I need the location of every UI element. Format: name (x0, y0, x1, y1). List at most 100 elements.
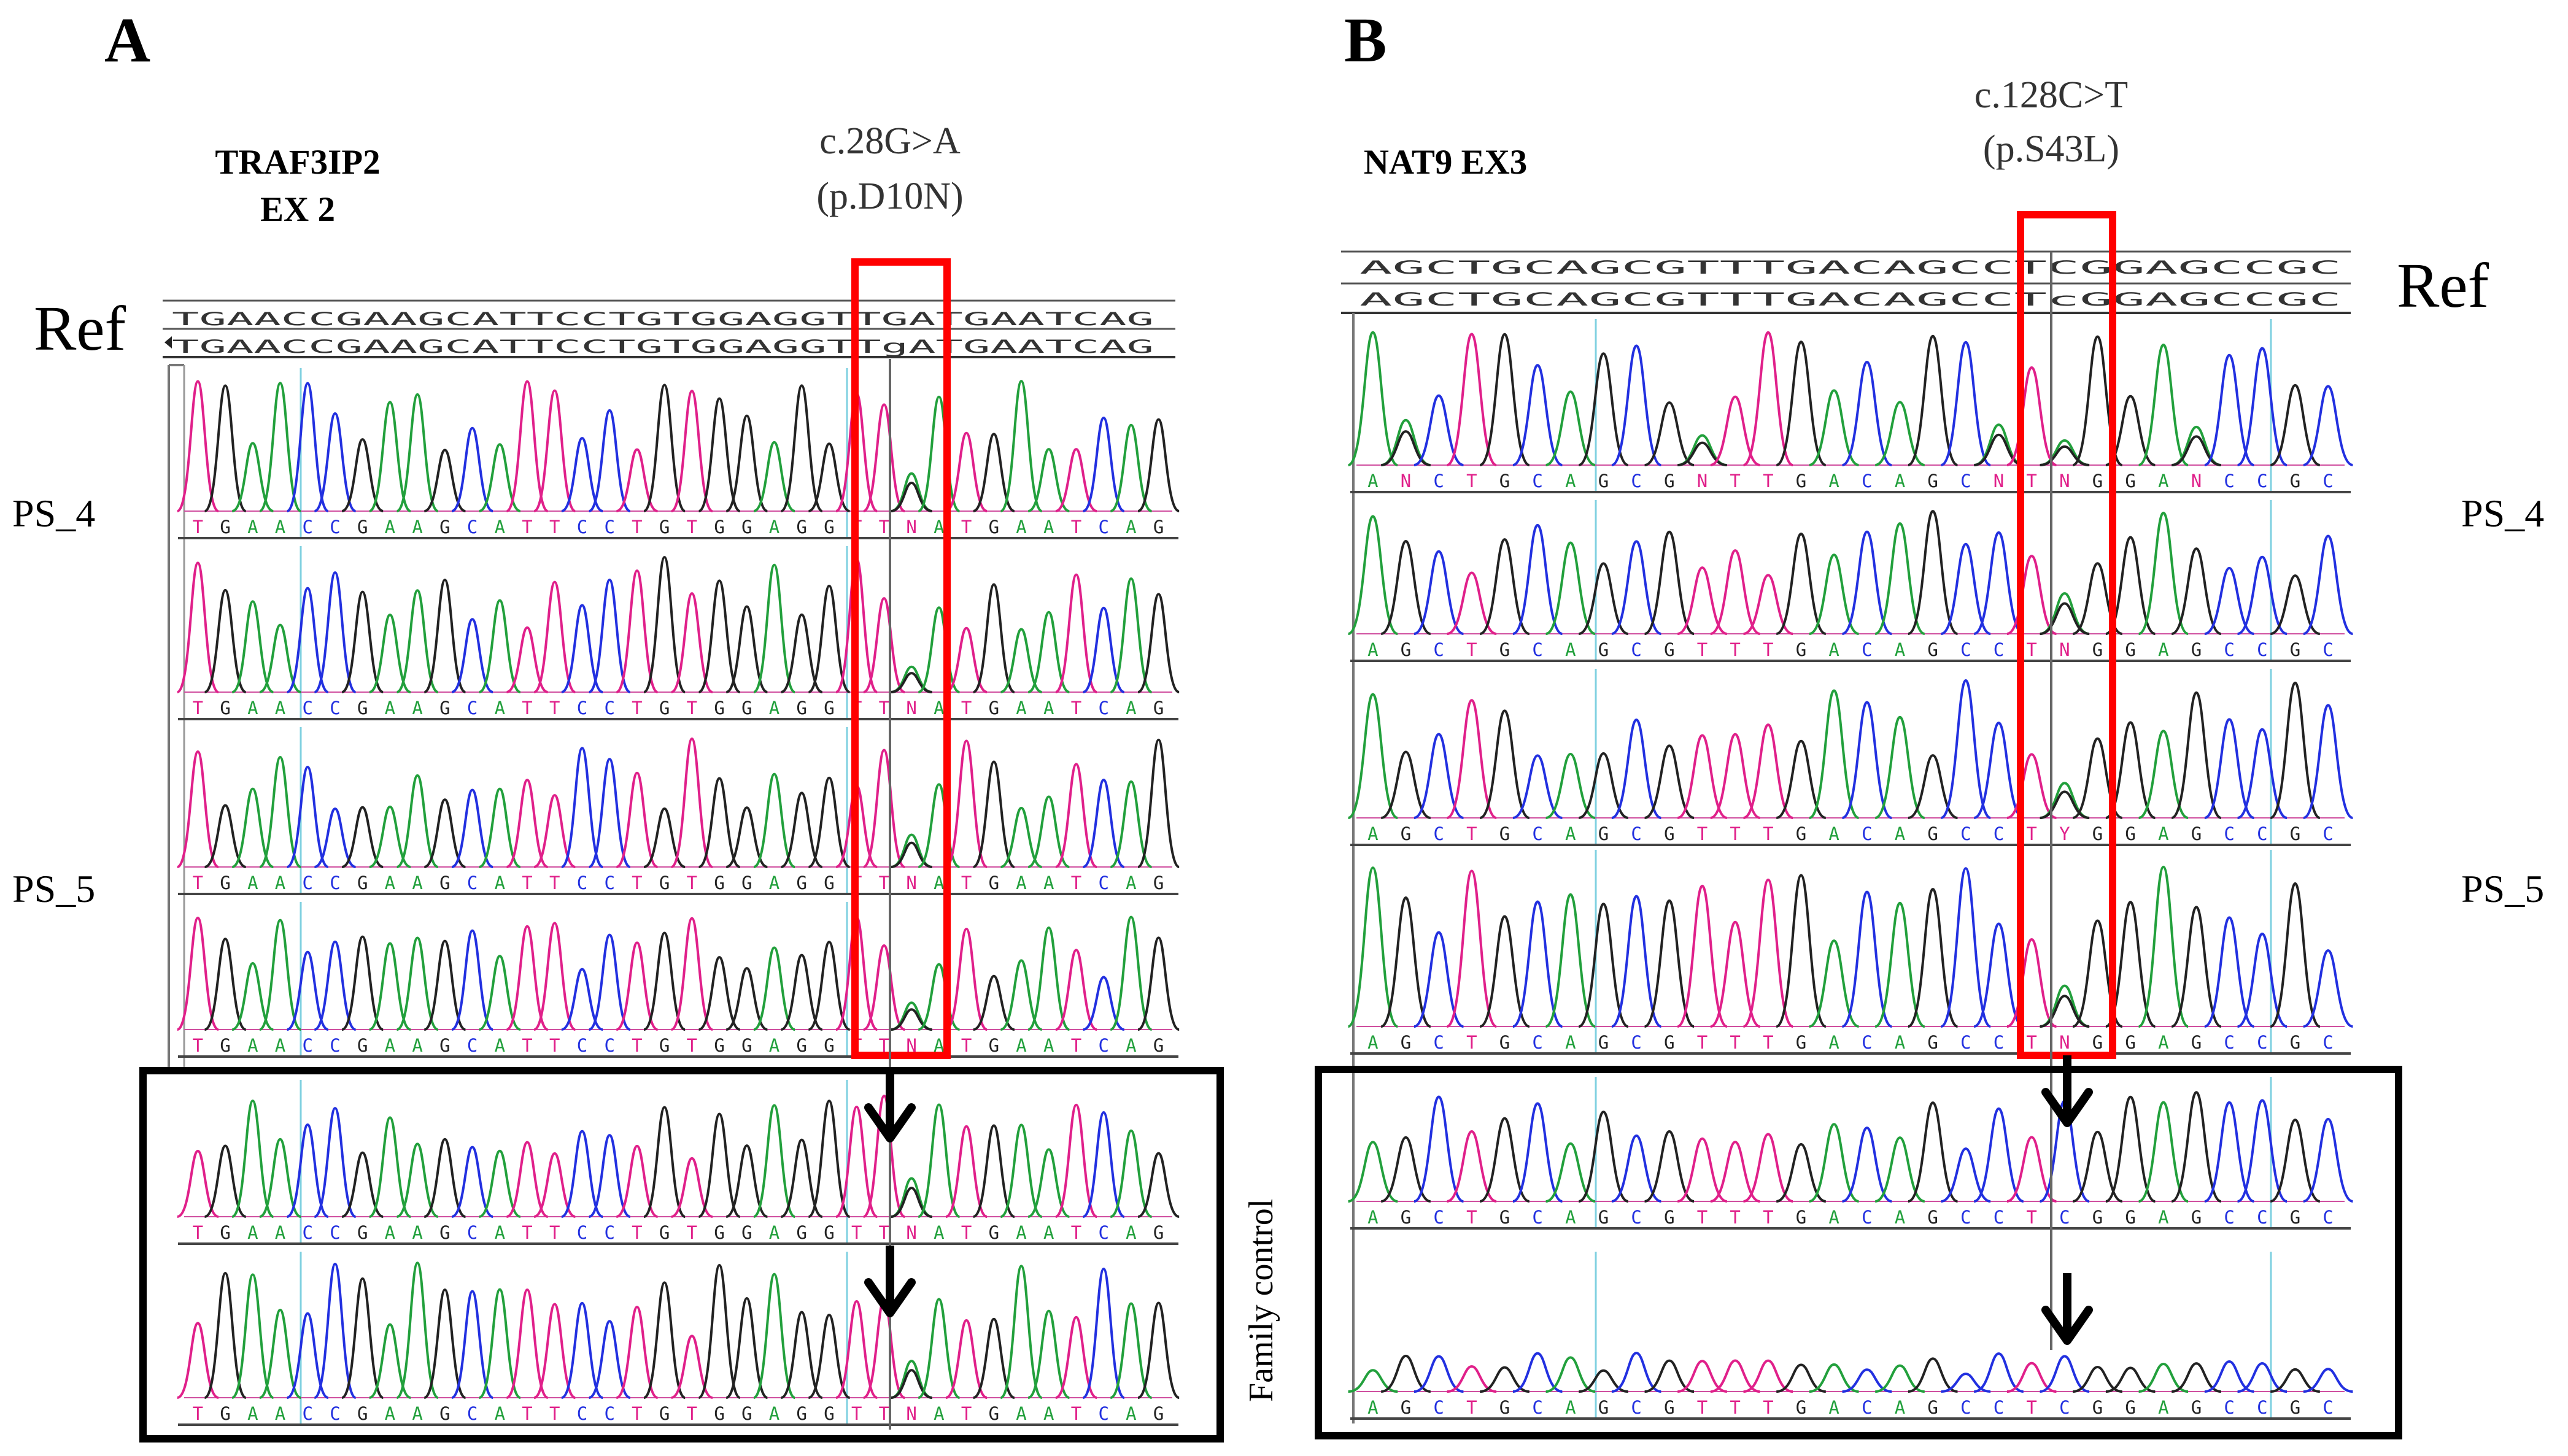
panel-a-base-call: G (357, 1222, 368, 1243)
panel-b-base-call: C (1433, 639, 1444, 660)
panel-b-base-call: T (1697, 1032, 1707, 1053)
panel-a-peak (314, 1107, 357, 1218)
panel-a-peak (231, 962, 274, 1031)
panel-b-peak (1479, 709, 1530, 819)
panel-a-base-call: C (330, 698, 340, 718)
panel-a-peak (862, 749, 905, 868)
panel-a-base-call: G (439, 872, 450, 893)
panel-b-peak (2006, 1362, 2057, 1393)
panel-b-peak (1347, 515, 1398, 635)
panel-a-peak (588, 409, 631, 512)
panel-a-base-call: C (577, 1222, 587, 1243)
panel-a-base-call: T (632, 1035, 642, 1056)
panel-a-variant-highlight-box (851, 258, 951, 1059)
panel-a-base-call: G (1153, 1222, 1164, 1243)
panel-b-peak (1841, 1127, 1892, 1203)
panel-a-base-call: G (714, 698, 724, 718)
panel-a-peak (1027, 1309, 1070, 1399)
panel-b-base-call: G (1499, 639, 1510, 660)
panel-a-base-call: G (439, 698, 450, 718)
panel-b-base-call: T (1763, 1207, 1773, 1228)
panel-a-base-call: T (879, 517, 889, 537)
panel-a-base-call: A (934, 1035, 944, 1056)
panel-b-base-call: C (2322, 823, 2333, 844)
panel-a-peak (506, 380, 549, 512)
panel-b-peak (2105, 1095, 2156, 1203)
panel-b-peak (2105, 901, 2156, 1028)
panel-a-peak (616, 448, 659, 512)
panel-b-peak (1841, 530, 1892, 635)
panel-b-peak (1578, 562, 1629, 635)
panel-b-base-call: C (1862, 1207, 1872, 1228)
panel-b-base-call: G (1401, 639, 1411, 660)
panel-b-peak (1479, 1117, 1530, 1203)
panel-a-base-call: G (989, 517, 999, 537)
panel-a-sample-ps5: PS_5 (12, 867, 95, 911)
panel-a-peak (972, 583, 1015, 693)
panel-a-peak (204, 938, 247, 1031)
panel-a-peak (588, 933, 631, 1031)
panel-a-base-call: C (467, 698, 478, 718)
panel-a-base-call: T (1071, 517, 1081, 537)
panel-b-peak (1479, 1366, 1530, 1393)
panel-a-base-call: T (632, 1403, 642, 1424)
panel-a-base-call: A (1016, 1222, 1026, 1243)
panel-a-peak (451, 1290, 494, 1399)
panel-a-peak (506, 779, 549, 868)
panel-b-peak (1347, 331, 1398, 466)
panel-a-peak (561, 1130, 603, 1218)
panel-a-peak (945, 739, 988, 868)
panel-a-base-call: C (604, 1222, 614, 1243)
panel-b-base-call: C (1960, 1032, 1971, 1053)
panel-a-peak (231, 600, 274, 693)
panel-b-base-call: C (1960, 823, 1971, 844)
panel-b-base-call: A (1367, 1207, 1378, 1228)
panel-b-peak (1446, 869, 1497, 1028)
panel-a-base-call: T (193, 517, 203, 537)
panel-b-base-call: G (1796, 471, 1806, 491)
panel-b-base-call: T (2026, 639, 2036, 660)
panel-a-peak (396, 1142, 439, 1218)
panel-b-peak (2270, 574, 2321, 635)
panel-b-peak (1809, 939, 1860, 1028)
panel-b-peak (1545, 893, 1596, 1028)
panel-a-base-call: T (522, 872, 532, 893)
panel-a-base-call: A (247, 1403, 258, 1424)
panel-a-peak (616, 569, 659, 693)
panel-a-base-call: G (659, 1222, 670, 1243)
panel-a-base-call: A (495, 872, 505, 893)
panel-b-peak (1941, 1147, 1991, 1203)
panel-a-base-call: A (769, 517, 779, 537)
panel-a-base-call: A (1126, 698, 1136, 718)
panel-b-base-call: G (1598, 1207, 1609, 1228)
panel-a-base-call: G (1153, 872, 1164, 893)
panel-a-peak (1083, 976, 1125, 1031)
panel-a-peak (780, 792, 823, 868)
panel-b-base-call: C (1532, 823, 1542, 844)
panel-b-peak (2270, 1368, 2320, 1393)
panel-a-arrow-down-icon (864, 1246, 916, 1317)
panel-a-base-call: T (632, 1222, 642, 1243)
panel-b-base-call: G (2125, 823, 2135, 844)
panel-a-peak (396, 774, 439, 868)
panel-b-peak (1611, 1134, 1661, 1203)
panel-b-base-call: G (2092, 639, 2103, 660)
panel-a-base-call: T (1071, 1035, 1081, 1056)
panel-b-base-call: C (2224, 1032, 2234, 1053)
panel-a-peak (177, 1149, 219, 1218)
panel-b-peak (2204, 718, 2255, 819)
panel-b-base-call: G (2191, 639, 2202, 660)
panel-a-base-call: G (220, 872, 230, 893)
panel-a-base-call: G (1153, 698, 1164, 718)
panel-b-peak (1973, 922, 2024, 1028)
panel-b-base-call: C (1631, 1032, 1641, 1053)
panel-a-peak (259, 755, 302, 868)
panel-a-base-call: A (934, 517, 944, 537)
panel-b-peak (1512, 1102, 1563, 1203)
panel-a-peak (259, 1308, 301, 1399)
panel-a-base-call: G (1153, 517, 1164, 537)
panel-a-base-call: T (549, 1035, 560, 1056)
panel-a-peak (259, 919, 302, 1031)
panel-a-peak (561, 968, 603, 1031)
